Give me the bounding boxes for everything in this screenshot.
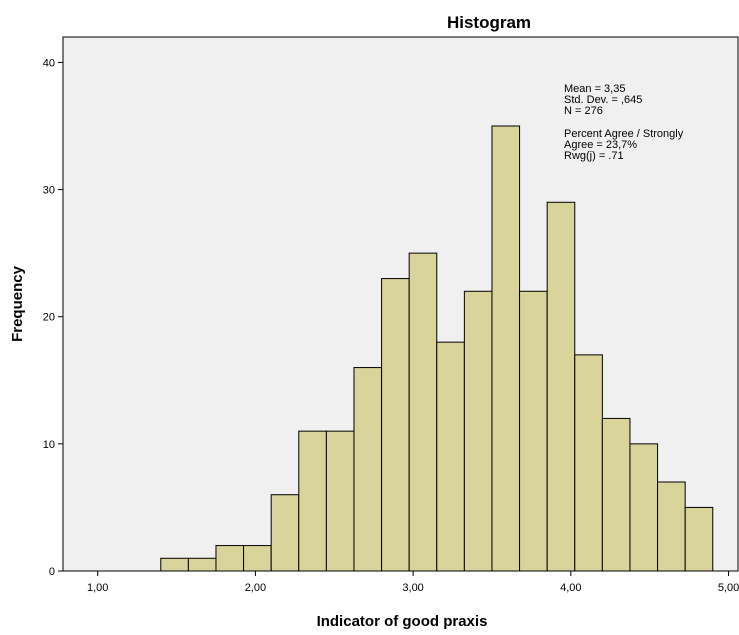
- x-axis-title: Indicator of good praxis: [317, 613, 488, 630]
- histogram-bar: [574, 354, 603, 572]
- y-tick-label: 40: [43, 57, 55, 69]
- histogram-bar: [629, 443, 659, 572]
- histogram-bar: [491, 125, 521, 572]
- chart-title: Histogram: [447, 13, 531, 32]
- stats-annotation-line: Agree = 23,7%: [564, 139, 637, 151]
- x-tick-label: 2,00: [245, 582, 266, 594]
- histogram-bar: [353, 367, 383, 572]
- stats-annotation-line: Mean = 3,35: [564, 83, 625, 95]
- histogram-bar: [325, 430, 355, 572]
- histogram-bar: [601, 417, 631, 572]
- stats-annotation-line: Rwg(j) = .71: [564, 150, 624, 162]
- bars-group: [160, 125, 714, 572]
- histogram-bar: [298, 430, 327, 572]
- histogram-bar: [408, 252, 438, 572]
- x-tick-label: 1,00: [87, 582, 108, 594]
- x-axis-ticks: 1,00 2,00 3,00 4,00 5,00: [87, 571, 739, 594]
- y-tick-label: 30: [43, 185, 55, 197]
- y-axis-ticks: 0 10 20 30 40: [43, 57, 63, 578]
- stats-annotation-line: Std. Dev. = ,645: [564, 94, 642, 106]
- histogram-bar: [463, 290, 493, 572]
- histogram-bar: [684, 506, 714, 572]
- y-tick-label: 20: [43, 312, 55, 324]
- histogram-bar: [519, 290, 548, 572]
- histogram-bar: [243, 545, 272, 572]
- histogram-bar: [657, 481, 686, 572]
- y-tick-label: 0: [49, 566, 55, 578]
- histogram-bar: [215, 545, 245, 572]
- histogram-bar: [270, 494, 300, 572]
- y-tick-label: 10: [43, 439, 55, 451]
- histogram-bar: [160, 557, 189, 572]
- y-axis-title: Frequency: [9, 265, 26, 342]
- x-tick-label: 5,00: [718, 582, 739, 594]
- x-tick-label: 4,00: [560, 582, 581, 594]
- stats-annotation-line: Percent Agree / Strongly: [564, 128, 684, 140]
- x-tick-label: 3,00: [402, 582, 423, 594]
- histogram-bar: [381, 278, 410, 572]
- stats-annotation-line: N = 276: [564, 105, 603, 117]
- histogram-bar: [546, 201, 576, 572]
- histogram-bar: [187, 557, 217, 572]
- histogram-bar: [436, 341, 465, 572]
